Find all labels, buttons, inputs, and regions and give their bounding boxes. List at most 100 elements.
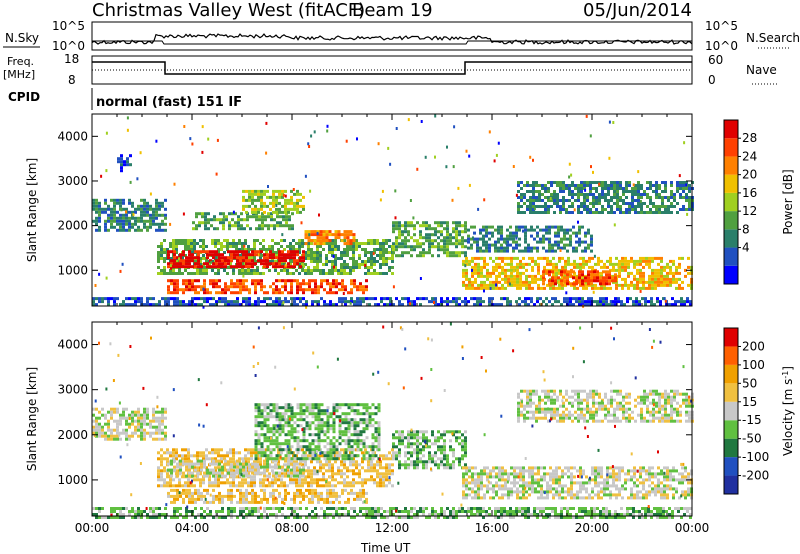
- data-cell: [163, 457, 166, 461]
- data-cell: [495, 153, 498, 157]
- data-cell: [376, 260, 379, 263]
- data-cell: [217, 248, 220, 251]
- data-cell: [631, 190, 634, 193]
- data-cell: [197, 262, 200, 266]
- data-cell: [242, 459, 245, 463]
- data-cell: [152, 219, 155, 223]
- data-cell: [100, 174, 103, 178]
- data-cell: [188, 262, 191, 266]
- data-cell: [259, 484, 262, 488]
- data-cell: [125, 213, 128, 217]
- data-cell: [140, 419, 143, 423]
- data-cell: [175, 454, 178, 458]
- data-cell: [364, 481, 367, 485]
- data-cell: [425, 236, 428, 240]
- data-cell: [137, 422, 140, 426]
- data-cell: [536, 240, 539, 244]
- data-cell: [632, 183, 635, 187]
- data-cell: [684, 274, 687, 278]
- data-cell: [561, 256, 564, 260]
- data-cell: [479, 300, 482, 304]
- data-cell: [181, 257, 184, 260]
- data-cell: [572, 249, 575, 253]
- data-cell: [243, 244, 246, 248]
- data-cell: [332, 285, 335, 289]
- data-cell: [131, 431, 134, 435]
- data-cell: [323, 497, 326, 501]
- data-cell: [497, 231, 500, 235]
- data-cell: [277, 272, 280, 275]
- data-cell: [146, 297, 149, 301]
- data-cell: [227, 303, 230, 307]
- data-cell: [343, 242, 347, 246]
- data-cell: [627, 259, 630, 263]
- data-cell: [382, 254, 385, 257]
- data-cell: [323, 303, 326, 307]
- data-cell: [218, 459, 221, 463]
- data-cell: [298, 484, 301, 488]
- data-cell: [539, 240, 542, 244]
- data-cell: [388, 451, 391, 455]
- data-cell: [266, 403, 270, 407]
- data-cell: [140, 219, 143, 223]
- data-cell: [391, 266, 394, 269]
- data-cell: [232, 245, 235, 248]
- data-cell: [541, 193, 544, 196]
- data-cell: [610, 208, 613, 211]
- data-cell: [512, 249, 515, 253]
- data-cell: [574, 193, 577, 196]
- data-cell: [495, 262, 498, 266]
- data-cell: [636, 277, 639, 281]
- data-cell: [407, 221, 410, 225]
- data-cell: [268, 481, 271, 485]
- data-cell: [242, 204, 245, 208]
- data-cell: [187, 239, 190, 242]
- data-cell: [379, 248, 382, 251]
- data-cell: [116, 201, 119, 205]
- data-cell: [335, 497, 338, 501]
- data-cell: [633, 262, 636, 266]
- data-cell: [169, 272, 172, 275]
- data-cell: [599, 300, 602, 304]
- data-cell: [251, 250, 254, 254]
- data-cell: [311, 494, 314, 498]
- data-cell: [176, 279, 179, 283]
- data-cell: [275, 195, 278, 199]
- data-cell: [359, 300, 362, 304]
- data-cell: [380, 297, 383, 301]
- data-cell: [218, 300, 221, 304]
- data-cell: [627, 265, 630, 269]
- data-cell: [126, 160, 129, 164]
- data-cell: [260, 427, 264, 431]
- data-cell: [101, 425, 104, 429]
- data-cell: [266, 291, 269, 295]
- data-cell: [617, 297, 620, 301]
- data-cell: [146, 210, 149, 214]
- data-cell: [113, 219, 116, 223]
- data-cell: [640, 202, 643, 205]
- data-cell: [211, 239, 214, 242]
- data-cell: [239, 262, 242, 266]
- data-cell: [323, 500, 326, 504]
- data-cell: [556, 199, 559, 202]
- data-cell: [188, 265, 191, 269]
- data-cell: [268, 269, 271, 272]
- data-cell: [646, 181, 649, 184]
- data-cell: [664, 196, 667, 199]
- data-cell: [455, 230, 458, 234]
- data-cell: [214, 466, 217, 470]
- data-cell: [349, 301, 352, 305]
- data-cell: [628, 205, 631, 208]
- data-cell: [293, 207, 296, 211]
- data-cell: [579, 262, 582, 266]
- data-cell: [275, 471, 278, 475]
- data-cell: [104, 207, 107, 211]
- data-cell: [224, 474, 227, 478]
- data-cell: [143, 207, 146, 211]
- data-cell: [210, 218, 213, 222]
- data-cell: [652, 211, 655, 214]
- data-cell: [172, 448, 175, 452]
- data-cell: [532, 211, 535, 214]
- data-cell: [664, 184, 667, 187]
- data-cell: [344, 300, 347, 304]
